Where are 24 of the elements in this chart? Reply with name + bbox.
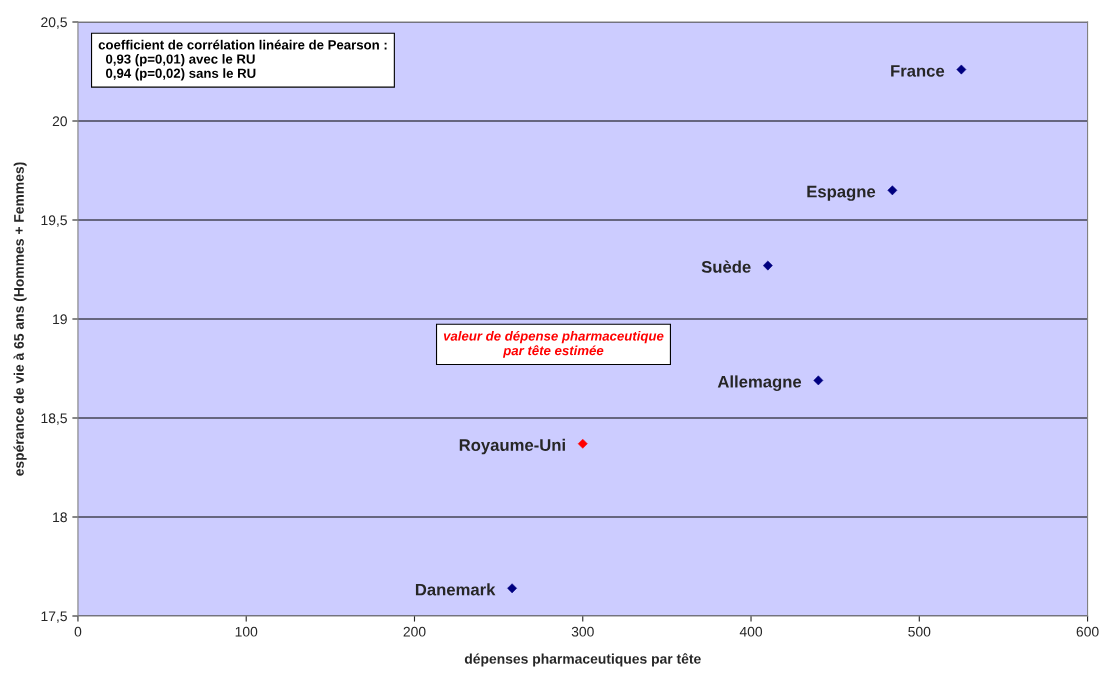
x-tick-label: 300: [571, 626, 594, 637]
y-tick-label: 20: [52, 116, 67, 127]
x-tick-label: 500: [908, 626, 931, 637]
x-tick-label: 100: [235, 626, 258, 637]
series-label: Espagne: [807, 185, 876, 201]
y-tick-label: 17,5: [41, 611, 67, 623]
annotation: valeur de dépense pharmaceutique par tête estimée: [443, 330, 664, 358]
series-label: Danemark: [415, 583, 496, 596]
series-label: France: [891, 65, 945, 77]
x-tick-label: 400: [739, 626, 763, 637]
x-tick-label: 0: [74, 626, 82, 637]
y-tick-label: 19,5: [41, 215, 67, 227]
x-tick-label: 600: [1076, 626, 1099, 637]
x-tick-label: 200: [403, 626, 426, 637]
y-tick-label: 18,5: [41, 413, 67, 425]
y-tick-label: 20,5: [41, 17, 67, 29]
y-axis-title: espérance de vie à 65 ans (Hommes + Femmes): [13, 162, 27, 476]
x-axis-title: dépenses pharmaceutiques par tête: [464, 653, 701, 667]
series-label: Suède: [701, 260, 751, 273]
y-tick-label: 18: [53, 512, 67, 523]
annotation: coefficient de corrélation linéaire de Pearson : 0,93 (p=0,01) avec le RU 0,94 (p=0,02) sans le RU: [98, 39, 387, 81]
series-label: Royaume-Uni: [459, 438, 565, 455]
y-tick-label: 19: [53, 314, 67, 325]
series-label: Allemagne: [717, 375, 802, 391]
